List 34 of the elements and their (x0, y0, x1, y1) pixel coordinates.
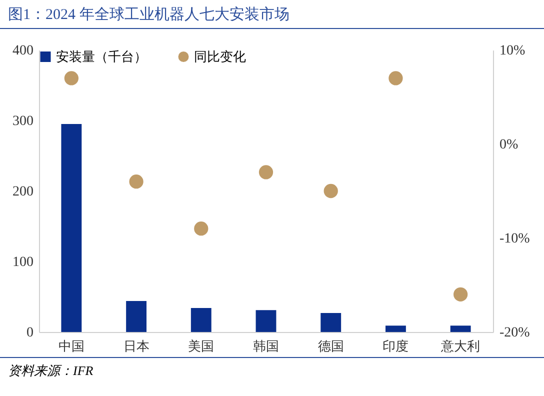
x-tick-label: 日本 (123, 338, 150, 354)
point (324, 184, 338, 198)
point (64, 71, 78, 86)
bar (320, 312, 342, 332)
point (194, 222, 208, 236)
point (388, 71, 403, 86)
y-tick-label: 400 (12, 44, 34, 58)
y-tick-label: 0 (26, 326, 34, 340)
legend-label: 同比变化 (194, 48, 246, 64)
y-tick-label: 300 (12, 114, 34, 129)
point (258, 165, 274, 180)
point (454, 287, 468, 302)
x-tick-label: 美国 (188, 338, 214, 354)
x-tick-label: 印度 (382, 338, 409, 354)
x-tick-label: 德国 (318, 338, 344, 354)
bar (190, 308, 212, 332)
bar (256, 310, 276, 332)
text: 资料来源：IFR (0, 357, 544, 384)
y2-tick-label: -20% (500, 326, 530, 340)
x-tick-label: 中国 (58, 338, 84, 354)
bar (61, 124, 82, 332)
bar (386, 326, 406, 332)
x-tick-label: 韩国 (253, 338, 279, 354)
x-tick-label: 意大利 (440, 338, 480, 354)
point (129, 174, 144, 189)
bar (450, 326, 471, 332)
y-tick-label: 100 (12, 255, 34, 270)
y2-tick-label: -10% (500, 232, 530, 246)
bar (126, 300, 146, 332)
chart-title: 图1：2024 年全球工业机器人七大安装市场 (0, 0, 544, 29)
y2-tick-label: 10% (500, 44, 526, 58)
legend-label: 安装量（千台） (56, 48, 147, 64)
y2-tick-label: 0% (500, 138, 518, 152)
y-tick-label: 200 (12, 184, 34, 200)
